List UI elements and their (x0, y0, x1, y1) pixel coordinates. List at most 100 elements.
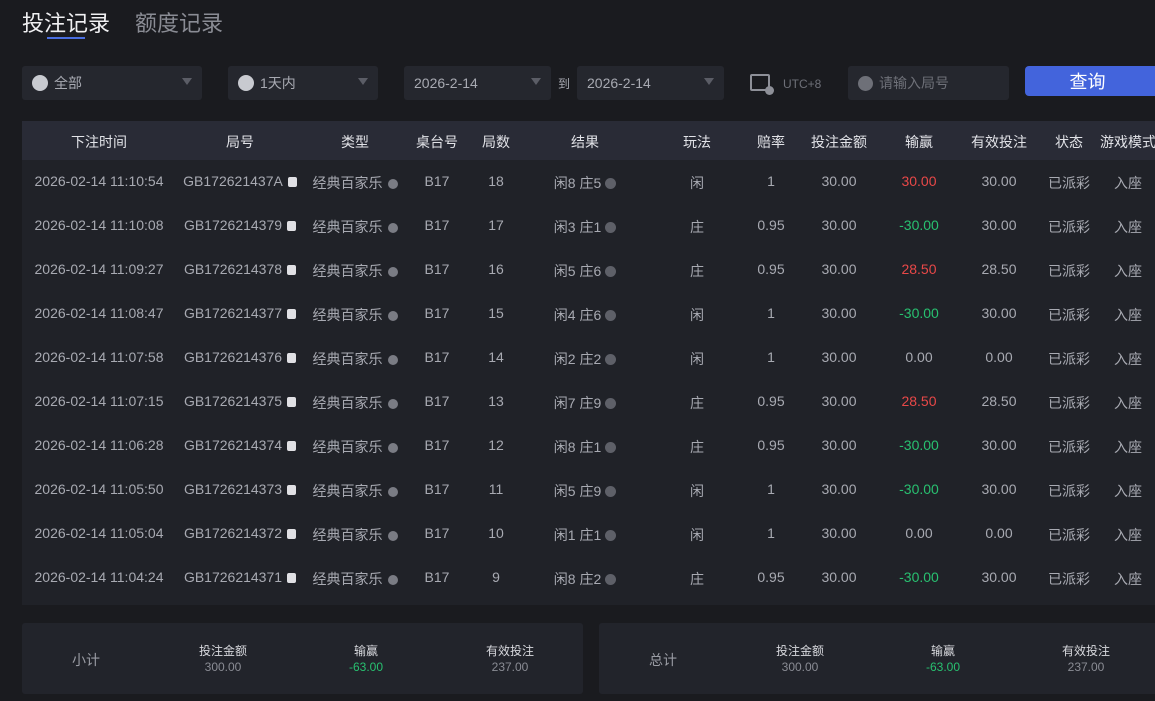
win-loss-value: -30.00 (899, 305, 939, 321)
cell-round-no: 17 (421, 217, 571, 233)
cell-status: 已派彩 (994, 569, 1144, 589)
cell-odds: 0.95 (696, 261, 846, 277)
odds-value: 0.95 (757, 393, 785, 409)
video-replay-icon[interactable] (387, 223, 398, 233)
copy-icon[interactable] (287, 353, 297, 363)
cell-bet-type: 庄 (622, 569, 772, 589)
cell-valid-bet: 30.00 (924, 217, 1074, 233)
round-no-value: 9 (492, 569, 500, 585)
copy-icon[interactable] (287, 221, 297, 231)
table-row: 2026-02-14 11:09:27 GB1726214378 经典百家乐 B17 1… (22, 248, 1155, 292)
to-label: 到 (558, 77, 571, 91)
valid-bet-value: 30.00 (981, 481, 1017, 497)
game-type-value: 经典百家乐 (312, 571, 383, 587)
info-icon[interactable] (605, 530, 617, 541)
video-replay-icon[interactable] (387, 443, 398, 453)
bet-amount-value: 30.00 (821, 217, 857, 233)
tab-bet-records[interactable]: 投注记录 (22, 11, 111, 36)
video-replay-icon[interactable] (387, 179, 398, 189)
cell-status: 已派彩 (994, 393, 1144, 413)
video-replay-icon[interactable] (387, 575, 398, 585)
game-mode-value: 入座 (1114, 571, 1142, 587)
cell-game-type: 经典百家乐 (280, 173, 430, 193)
cell-table-no: B17 (362, 437, 512, 453)
cell-bet-time: 2026-02-14 11:06:28 (24, 437, 174, 453)
bet-type-value: 闲 (690, 175, 704, 191)
info-icon[interactable] (605, 178, 617, 189)
bet-type-value: 闲 (690, 351, 704, 367)
copy-icon[interactable] (287, 309, 297, 319)
cell-bet-time: 2026-02-14 11:08:47 (24, 305, 174, 321)
info-icon[interactable] (605, 486, 617, 497)
info-icon[interactable] (605, 398, 617, 409)
cell-round-no: 9 (421, 569, 571, 585)
chevron-down-icon (704, 78, 714, 85)
game-type-select[interactable]: 全部 (22, 66, 202, 100)
cell-game-type: 经典百家乐 (280, 261, 430, 281)
cell-table-no: B17 (362, 261, 512, 277)
cell-result: 闲8 庄1 (510, 437, 660, 457)
header-table-no: 桌台号 (416, 134, 458, 150)
cell-bet-amount: 30.00 (764, 393, 914, 409)
tab-credit-records[interactable]: 额度记录 (135, 11, 224, 36)
cell-bet-time: 2026-02-14 11:04:24 (24, 569, 174, 585)
cell-table-no: B17 (362, 393, 512, 409)
table-row: 2026-02-14 11:10:54 GB172621437A 经典百家乐 B17 1… (22, 160, 1155, 204)
cell-bet-time: 2026-02-14 11:07:15 (24, 393, 174, 409)
bet-type-value: 庄 (690, 219, 704, 235)
header-game-mode: 游戏模式 (1100, 134, 1155, 150)
video-replay-icon[interactable] (387, 487, 398, 497)
cell-bet-amount: 30.00 (764, 349, 914, 365)
video-replay-icon[interactable] (387, 267, 398, 277)
start-date-select[interactable]: 2026-2-14 (404, 66, 551, 100)
header-odds: 赔率 (757, 134, 785, 150)
copy-icon[interactable] (287, 265, 297, 275)
cell-bet-amount: 30.00 (764, 437, 914, 453)
info-icon[interactable] (605, 266, 617, 277)
info-icon[interactable] (605, 574, 617, 585)
info-icon[interactable] (605, 222, 617, 233)
cell-result: 闲3 庄1 (510, 217, 660, 237)
total-winloss-label: 输赢 (930, 644, 955, 658)
cell-odds: 1 (696, 173, 846, 189)
odds-value: 1 (767, 305, 775, 321)
game-mode-value: 入座 (1114, 307, 1142, 323)
cell-valid-bet: 30.00 (924, 481, 1074, 497)
table-row: 2026-02-14 11:07:15 GB1726214375 经典百家乐 B17 1… (22, 380, 1155, 424)
copy-icon[interactable] (287, 397, 297, 407)
win-loss-value: 30.00 (901, 173, 937, 189)
round-id-value: GB1726214375 (183, 393, 283, 409)
cell-result: 闲8 庄5 (510, 173, 660, 193)
cell-status: 已派彩 (994, 437, 1144, 457)
odds-value: 1 (767, 481, 775, 497)
cell-round-no: 12 (421, 437, 571, 453)
copy-icon[interactable] (287, 441, 297, 451)
copy-icon[interactable] (287, 177, 297, 187)
end-date-select[interactable]: 2026-2-14 (577, 66, 724, 100)
copy-icon[interactable] (287, 485, 297, 495)
copy-icon[interactable] (287, 573, 297, 583)
round-search-field[interactable] (848, 66, 1009, 100)
cell-bet-time: 2026-02-14 11:10:54 (24, 173, 174, 189)
info-icon[interactable] (605, 442, 617, 453)
video-replay-icon[interactable] (387, 311, 398, 321)
header-round-id: 局号 (226, 134, 254, 150)
valid-bet-value: 30.00 (981, 217, 1017, 233)
subtotal-winloss-label: 输赢 (353, 644, 378, 658)
info-icon[interactable] (605, 354, 617, 365)
query-button[interactable]: 查询 (1025, 66, 1155, 96)
cell-game-type: 经典百家乐 (280, 569, 430, 589)
round-id-value: GB1726214373 (183, 481, 283, 497)
video-replay-icon[interactable] (387, 531, 398, 541)
copy-icon[interactable] (287, 529, 297, 539)
video-replay-icon[interactable] (387, 399, 398, 409)
video-replay-icon[interactable] (387, 355, 398, 365)
total-valid-label: 有效投注 (1061, 644, 1110, 658)
calendar-clock-icon[interactable] (750, 74, 774, 95)
status-value: 已派彩 (1048, 571, 1090, 587)
valid-bet-value: 28.50 (981, 261, 1017, 277)
round-search-input[interactable] (879, 75, 999, 91)
period-select[interactable]: 1天内 (228, 66, 378, 100)
status-value: 已派彩 (1048, 351, 1090, 367)
info-icon[interactable] (605, 310, 617, 321)
